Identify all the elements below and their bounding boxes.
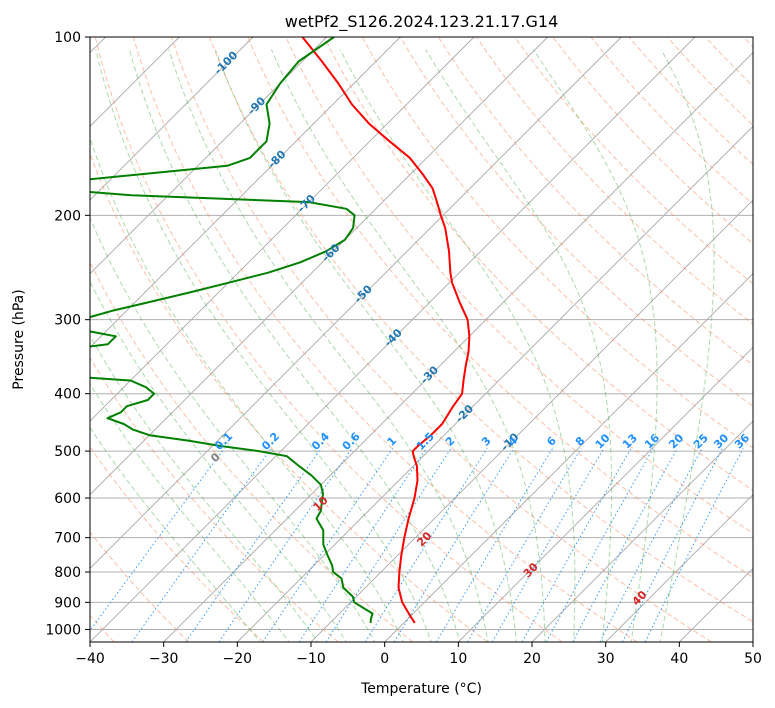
y-tick-label: 400	[54, 387, 81, 403]
x-tick-label: 10	[449, 651, 467, 667]
y-tick-label: 200	[54, 208, 81, 224]
x-tick-label: 20	[523, 651, 541, 667]
y-tick-label: 1000	[45, 622, 81, 638]
y-tick-label: 500	[54, 444, 81, 460]
x-tick-label: 40	[670, 651, 688, 667]
x-tick-label: −10	[296, 651, 326, 667]
x-tick-label: −20	[223, 651, 253, 667]
x-tick-label: 30	[597, 651, 615, 667]
y-tick-label: 800	[54, 565, 81, 581]
chart-title: wetPf2_S126.2024.123.21.17.G14	[285, 12, 559, 32]
x-tick-label: −30	[149, 651, 179, 667]
y-tick-label: 300	[54, 313, 81, 329]
plot-background	[90, 37, 753, 642]
y-axis-label: Pressure (hPa)	[11, 289, 27, 389]
x-tick-label: 0	[380, 651, 389, 667]
x-tick-label: −40	[75, 651, 105, 667]
x-tick-label: 50	[744, 651, 762, 667]
y-tick-label: 700	[54, 531, 81, 547]
y-tick-label: 900	[54, 595, 81, 611]
y-tick-label: 100	[54, 30, 81, 46]
y-tick-label: 600	[54, 491, 81, 507]
x-axis-label: Temperature (°C)	[360, 681, 482, 697]
